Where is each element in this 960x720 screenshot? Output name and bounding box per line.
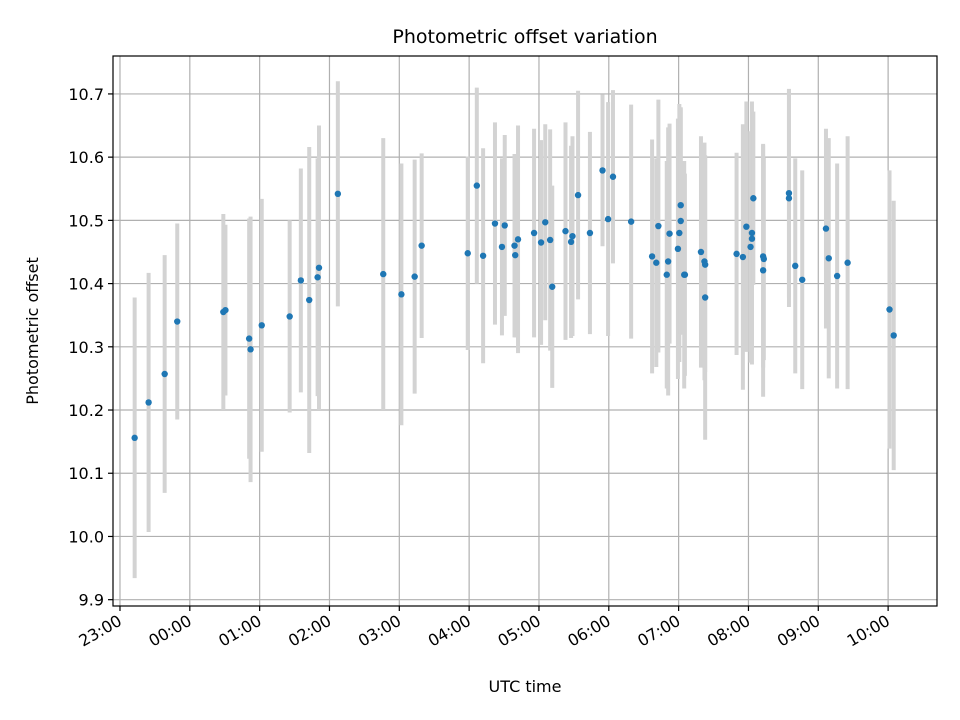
data-point — [677, 201, 684, 209]
data-point — [334, 190, 342, 198]
data-point — [844, 259, 851, 266]
data-point — [748, 229, 756, 237]
y-axis-label: Photometric offset — [23, 257, 42, 405]
y-axis-ticks: 9.9 10.0 10.1 10.2 10.3 10.4 10.5 10.6 10.7 — [68, 85, 113, 610]
data-point — [501, 222, 508, 229]
data-point — [131, 434, 138, 442]
data-point — [609, 173, 617, 180]
data-point — [748, 235, 756, 242]
data-point — [750, 195, 757, 202]
data-point — [222, 306, 229, 314]
data-point — [825, 255, 832, 262]
y-tick-label: 10.1 — [68, 464, 104, 483]
data-point — [549, 283, 556, 290]
data-point — [664, 258, 672, 265]
data-point — [297, 277, 305, 284]
x-axis-label: UTC time — [489, 677, 562, 696]
data-point — [653, 259, 660, 266]
data-point — [760, 255, 768, 263]
data-point — [145, 399, 152, 406]
data-points — [131, 167, 897, 442]
data-point — [567, 238, 575, 246]
data-point — [792, 262, 799, 270]
data-point — [537, 239, 545, 246]
data-point — [174, 318, 181, 325]
data-point — [701, 294, 709, 301]
data-point — [542, 219, 549, 226]
data-point — [833, 272, 841, 280]
data-point — [574, 191, 582, 199]
data-point — [398, 291, 405, 298]
data-point — [479, 252, 487, 259]
data-point — [245, 335, 253, 342]
data-point — [411, 273, 418, 280]
data-point — [586, 229, 594, 237]
data-point — [627, 218, 635, 225]
data-point — [681, 271, 689, 278]
data-point — [306, 296, 313, 304]
data-point — [599, 167, 606, 174]
data-point — [759, 267, 767, 274]
data-point — [785, 189, 793, 197]
data-point — [530, 229, 538, 237]
y-tick-label: 10.0 — [68, 527, 104, 546]
data-point — [380, 270, 387, 278]
data-point — [701, 261, 709, 268]
data-point — [666, 230, 673, 237]
y-tick-label: 10.7 — [68, 85, 104, 104]
plot-frame — [112, 55, 938, 607]
data-point — [747, 243, 754, 251]
data-point — [743, 223, 750, 230]
chart-title: Photometric offset variation — [392, 26, 657, 48]
data-point — [464, 250, 471, 257]
data-point — [286, 313, 293, 320]
data-point — [491, 220, 499, 227]
data-point — [886, 306, 893, 313]
data-point — [676, 229, 683, 237]
data-point — [562, 227, 569, 235]
data-point — [314, 274, 321, 281]
data-point — [418, 242, 425, 249]
y-tick-label: 9.9 — [79, 591, 104, 610]
data-point — [569, 232, 576, 240]
data-point — [258, 322, 265, 329]
y-tick-label: 10.3 — [68, 338, 104, 357]
data-point — [512, 251, 519, 259]
data-point — [655, 222, 662, 230]
data-point — [697, 248, 705, 256]
data-point — [247, 346, 254, 353]
y-tick-label: 10.6 — [68, 148, 104, 167]
y-tick-label: 10.2 — [68, 401, 104, 420]
data-point — [733, 250, 740, 258]
data-point — [677, 217, 684, 225]
data-point — [799, 276, 806, 283]
data-point — [315, 264, 323, 271]
data-point — [511, 242, 518, 249]
plot-area — [113, 56, 937, 606]
data-point — [473, 182, 481, 189]
data-point — [663, 271, 670, 278]
data-point — [822, 225, 830, 232]
data-point — [785, 195, 793, 202]
data-point — [514, 236, 522, 243]
data-point — [674, 245, 682, 253]
data-point — [739, 253, 747, 261]
data-point — [161, 370, 168, 378]
y-tick-label: 10.5 — [68, 211, 104, 230]
data-point — [498, 243, 506, 251]
data-point — [546, 236, 554, 244]
data-point — [890, 332, 897, 339]
data-point — [648, 253, 656, 260]
y-tick-label: 10.4 — [68, 275, 104, 294]
data-point — [604, 215, 612, 223]
